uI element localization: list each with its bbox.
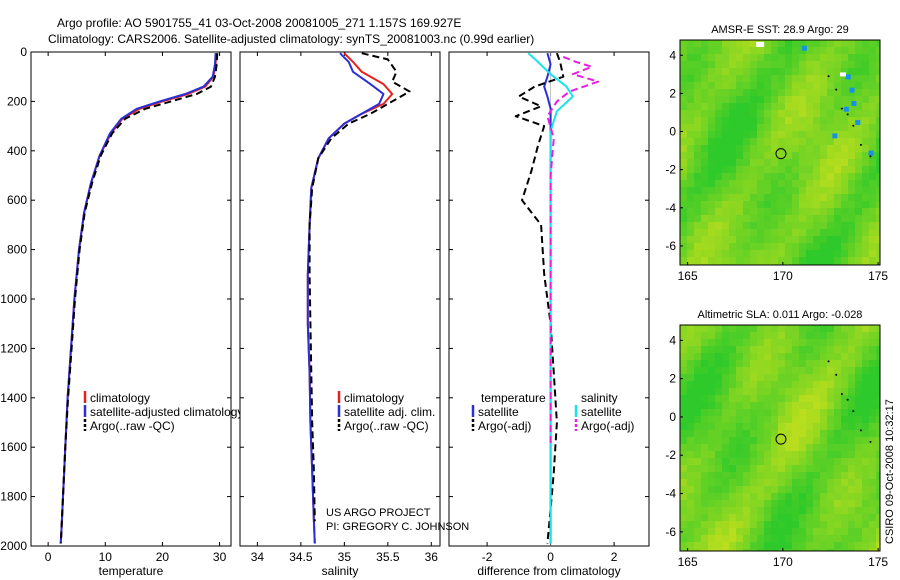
difference-legend: temperaturesatelliteArgo(-adj)salinitysa… xyxy=(471,391,634,433)
sla_map-field xyxy=(680,325,881,552)
difference-legend-temp-argo: Argo(-adj) xyxy=(478,419,531,433)
salinity-xtick-label: 34 xyxy=(251,550,265,564)
depth-ytick-label: 1600 xyxy=(0,440,27,454)
depth-ytick-label: 600 xyxy=(7,193,27,207)
figure-title-line1: Argo profile: AO 5901755_41 03-Oct-2008 … xyxy=(57,16,461,30)
depth-ytick-label: 1800 xyxy=(0,490,27,504)
difference-series-salinity-argo-adj- xyxy=(546,55,600,448)
figure-title-line2: Climatology: CARS2006. Satellite-adjuste… xyxy=(48,32,534,46)
depth-ytick-label: 200 xyxy=(7,94,27,108)
sst_map-ytick-label: -2 xyxy=(665,163,676,177)
salinity-xtick-label: 35 xyxy=(338,550,352,564)
sla_map-frame xyxy=(679,324,881,552)
temperature-xtick-label: 30 xyxy=(213,550,227,564)
salinity-series-argo-raw-qc- xyxy=(308,52,411,522)
sla_map-ytick-label: 4 xyxy=(669,333,676,347)
salinity-legend-argo: Argo(..raw -QC) xyxy=(344,419,429,433)
difference-legend-temperature-heading: temperature xyxy=(481,391,546,405)
salinity-legend-climatology: climatology xyxy=(344,391,404,405)
temperature-legend-argo: Argo(..raw -QC) xyxy=(90,419,175,433)
sst_map-ytick-label: 0 xyxy=(669,125,676,139)
salinity-profile-plot: 34 34.5 35 35.5 36 salinity climatologysatelli… xyxy=(239,51,441,578)
depth-ytick-label: 0 xyxy=(20,45,27,59)
depth-ytick-label: 1200 xyxy=(0,341,27,355)
sst_map-title: AMSR-E SST: 28.9 Argo: 29 xyxy=(711,24,849,36)
difference-legend-sal-satellite: satellite xyxy=(581,405,622,419)
sla_map-xtick-label: 165 xyxy=(678,555,698,569)
sst_map-ytick-label: -4 xyxy=(665,201,676,215)
side-timestamp: CSIRO 09-Oct-2008 10:32:17 xyxy=(884,399,896,544)
sla_map-title: Altimetric SLA: 0.011 Argo: -0.028 xyxy=(698,309,863,321)
sst_map-float-marker xyxy=(775,148,787,160)
sst_map-ytick-label: 2 xyxy=(669,86,676,100)
sst_map-xtick-label: 175 xyxy=(868,269,888,283)
salinity-plot-frame xyxy=(239,51,441,547)
sla_map-ytick-label: -2 xyxy=(665,448,676,462)
difference-xtick-label: 0 xyxy=(547,550,554,564)
difference-xtick-label: 2 xyxy=(611,550,618,564)
credit-project: US ARGO PROJECT xyxy=(326,507,431,519)
credit-pi: PI: GREGORY C. JOHNSON xyxy=(326,521,469,533)
sla_map-float-marker xyxy=(775,433,787,445)
difference-legend-temp-satellite: satellite xyxy=(478,405,519,419)
temperature-xaxis-label: temperature xyxy=(99,564,164,578)
temperature-legend-climatology: climatology xyxy=(90,391,150,405)
difference-series-temperature-argo-adj- xyxy=(514,52,565,544)
salinity-xtick-label: 35.5 xyxy=(376,550,400,564)
difference-xtick-label: -2 xyxy=(482,550,493,564)
temperature-legend-satellite: satellite-adjusted climatology xyxy=(90,405,243,419)
salinity-xtick-label: 34.5 xyxy=(289,550,313,564)
temperature-plot-frame xyxy=(30,51,232,547)
salinity-xaxis-label: salinity xyxy=(322,564,359,578)
sst_map-field xyxy=(680,40,881,266)
depth-ytick-label: 1000 xyxy=(0,292,27,306)
sst-map-plot: AMSR-E SST: 28.9 Argo: 29 165 170 175 4 2 0 -2 -… xyxy=(665,24,888,283)
difference-xaxis-label: difference from climatology xyxy=(477,564,620,578)
sst_map-frame xyxy=(679,39,881,266)
depth-ytick-label: 800 xyxy=(7,243,27,257)
depth-ytick-label: 2000 xyxy=(0,539,27,553)
temperature-xtick-label: 0 xyxy=(45,550,52,564)
sla_map-ytick-label: -4 xyxy=(665,487,676,501)
temperature-series-argo-raw-qc- xyxy=(59,53,219,544)
salinity-xtick-label: 36 xyxy=(425,550,439,564)
difference-legend-sal-argo: Argo(-adj) xyxy=(581,419,634,433)
sst_map-ytick-label: 4 xyxy=(669,48,676,62)
sla_map-ytick-label: -6 xyxy=(665,525,676,539)
sla_map-xtick-label: 170 xyxy=(773,555,793,569)
sst_map-ytick-label: -6 xyxy=(665,239,676,253)
sla_map-ytick-label: 0 xyxy=(669,410,676,424)
depth-ytick-label: 1400 xyxy=(0,391,27,405)
sla_map-xtick-label: 175 xyxy=(868,555,888,569)
difference-plot-frame xyxy=(448,51,650,547)
sst_map-xtick-label: 170 xyxy=(773,269,793,283)
sla-map-plot: Altimetric SLA: 0.011 Argo: -0.028 165 170… xyxy=(665,309,888,569)
sst_map-xtick-label: 165 xyxy=(678,269,698,283)
difference-legend-salinity-heading: salinity xyxy=(581,391,618,405)
temperature-xtick-label: 20 xyxy=(156,550,170,564)
sla_map-ytick-label: 2 xyxy=(669,372,676,386)
depth-ytick-label: 400 xyxy=(7,144,27,158)
temperature-xtick-label: 10 xyxy=(99,550,113,564)
temperature-profile-plot: 0 10 20 30 0 200 400 600 800 1000 1200 1400 1600 1800… xyxy=(0,45,243,578)
salinity-legend-satellite: satellite adj. clim. xyxy=(344,405,435,419)
